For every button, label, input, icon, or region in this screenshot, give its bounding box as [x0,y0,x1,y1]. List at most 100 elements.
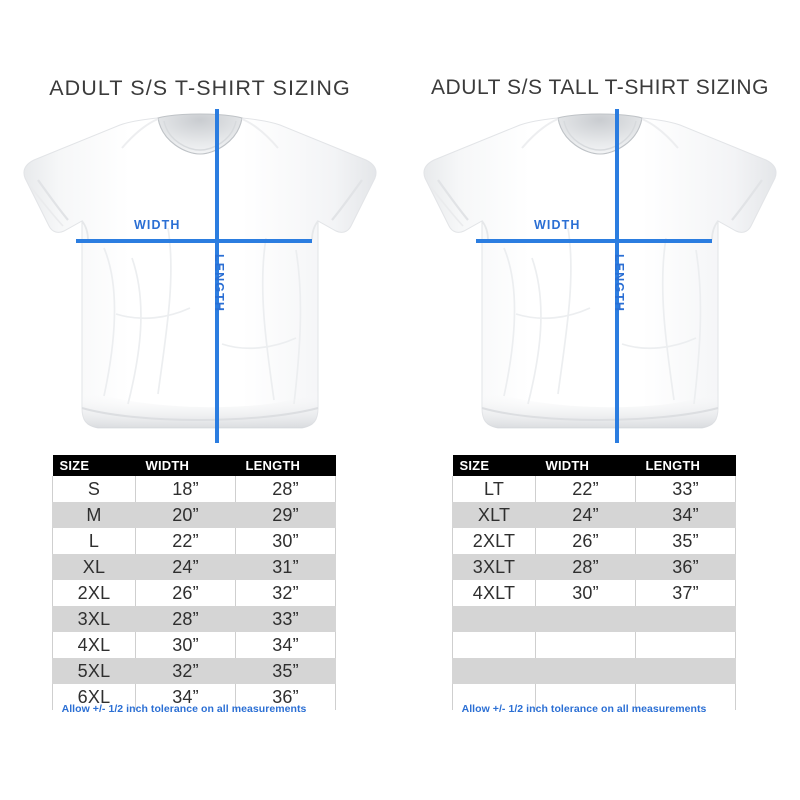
page-title-tall: ADULT S/S TALL T-SHIRT SIZING [430,76,770,99]
tshirt-armpit-seam-left [81,220,89,241]
cell-width: 30” [135,632,236,658]
table-row: 3XLT 28” 36” [452,554,736,580]
cell-size: 2XLT [452,528,536,554]
cell-width: 24” [135,554,236,580]
cell-size: LT [452,476,536,502]
table-header: SIZE WIDTH LENGTH [452,455,736,476]
panel-tall-sizing: ADULT S/S TALL T-SHIRT SIZING [400,0,800,800]
tshirt-shoulder-seam-left [521,118,559,149]
tolerance-note-tall: Allow +/- 1/2 inch tolerance on all meas… [461,703,707,715]
cell-size: 4XL [52,632,136,658]
column-header-length: LENGTH [635,455,736,476]
cell-size: 2XL [52,580,136,606]
table-row: XLT 24” 34” [452,502,736,528]
tshirt-body [23,117,377,429]
cell-size: 3XLT [452,554,536,580]
cell-width [535,606,636,632]
cell-length: 31” [235,554,336,580]
cell-length: 29” [235,502,336,528]
table-row [452,606,736,632]
cell-width: 22” [135,528,236,554]
cell-width: 26” [535,528,636,554]
cell-width: 24” [535,502,636,528]
table-row: 2XLT 26” 35” [452,528,736,554]
table-row: 5XL 32” 35” [52,658,336,684]
tshirt-shoulder-seam-left [121,118,159,149]
tshirt-collar [157,113,243,155]
size-chart-table-tall: SIZE WIDTH LENGTH LT 22” 33” XLT 24” 34”… [452,455,736,710]
column-header-width: WIDTH [535,455,636,476]
tshirt-illustration-tall: WIDTH LENGTH [408,108,792,448]
tshirt-fabric-wrinkles [103,227,302,405]
cell-length [635,632,736,658]
cell-size [452,606,536,632]
cell-size: L [52,528,136,554]
tshirt-sleeve-hem-left [437,179,469,221]
tshirt-armpit-seam-left [481,220,489,241]
table-row [452,658,736,684]
tshirt-graphic [423,113,777,429]
tshirt-collar-inner-seam [563,120,637,151]
column-header-size: SIZE [52,455,136,476]
cell-length: 33” [635,476,736,502]
column-header-width: WIDTH [135,455,236,476]
table-header-row: SIZE WIDTH LENGTH [452,455,736,476]
table-row: L 22” 30” [52,528,336,554]
cell-size: XLT [452,502,536,528]
page-title-adult: ADULT S/S T-SHIRT SIZING [49,76,351,100]
cell-width [535,684,636,710]
table-header: SIZE WIDTH LENGTH [52,455,336,476]
table-body: LT 22” 33” XLT 24” 34” 2XLT 26” 35” 3XLT… [452,476,736,710]
cell-length [635,606,736,632]
cell-width [535,632,636,658]
cell-width [535,658,636,684]
table-row: LT 22” 33” [452,476,736,502]
cell-length: 34” [635,502,736,528]
cell-length: 36” [635,554,736,580]
tshirt-illustration-adult: WIDTH LENGTH [8,108,392,448]
table-row: M 20” 29” [52,502,336,528]
table-row: 6XL 34” 36” [52,684,336,710]
cell-width: 34” [135,684,236,710]
table-row: XL 24” 31” [52,554,336,580]
tshirt-sleeve-fold-left [29,185,64,227]
cell-size: 4XLT [452,580,536,606]
cell-width: 32” [135,658,236,684]
table-row [452,632,736,658]
tshirt-sleeve-hem-left [37,179,69,221]
cell-length [635,658,736,684]
tshirt-shoulder-seam-right [641,118,679,149]
cell-width: 30” [535,580,636,606]
tolerance-note-adult: Allow +/- 1/2 inch tolerance on all meas… [61,703,307,715]
cell-size: XL [52,554,136,580]
cell-size [452,632,536,658]
tshirt-armpit-seam-right [311,220,319,241]
cell-size [452,658,536,684]
cell-length: 37” [635,580,736,606]
table-header-row: SIZE WIDTH LENGTH [52,455,336,476]
table-row: 4XL 30” 34” [52,632,336,658]
tshirt-hem-line [81,407,319,421]
cell-size: M [52,502,136,528]
column-header-size: SIZE [452,455,536,476]
tshirt-body [423,117,777,429]
cell-length: 34” [235,632,336,658]
cell-size: 3XL [52,606,136,632]
tshirt-graphic [23,113,377,429]
cell-length [635,684,736,710]
cell-width: 28” [535,554,636,580]
cell-length: 36” [235,684,336,710]
cell-length: 33” [235,606,336,632]
tshirt-collar-inner-seam [163,120,237,151]
cell-length: 28” [235,476,336,502]
tshirt-sleeve-hem-right [731,179,763,221]
tshirt-armpit-seam-right [711,220,719,241]
cell-width: 26” [135,580,236,606]
cell-length: 35” [635,528,736,554]
tshirt-hem-line [481,407,719,421]
cell-width: 22” [535,476,636,502]
panel-adult-sizing: ADULT S/S T-SHIRT SIZING [8,76,392,715]
cell-length: 30” [235,528,336,554]
tshirt-shoulder-seam-right [241,118,279,149]
cell-width: 28” [135,606,236,632]
